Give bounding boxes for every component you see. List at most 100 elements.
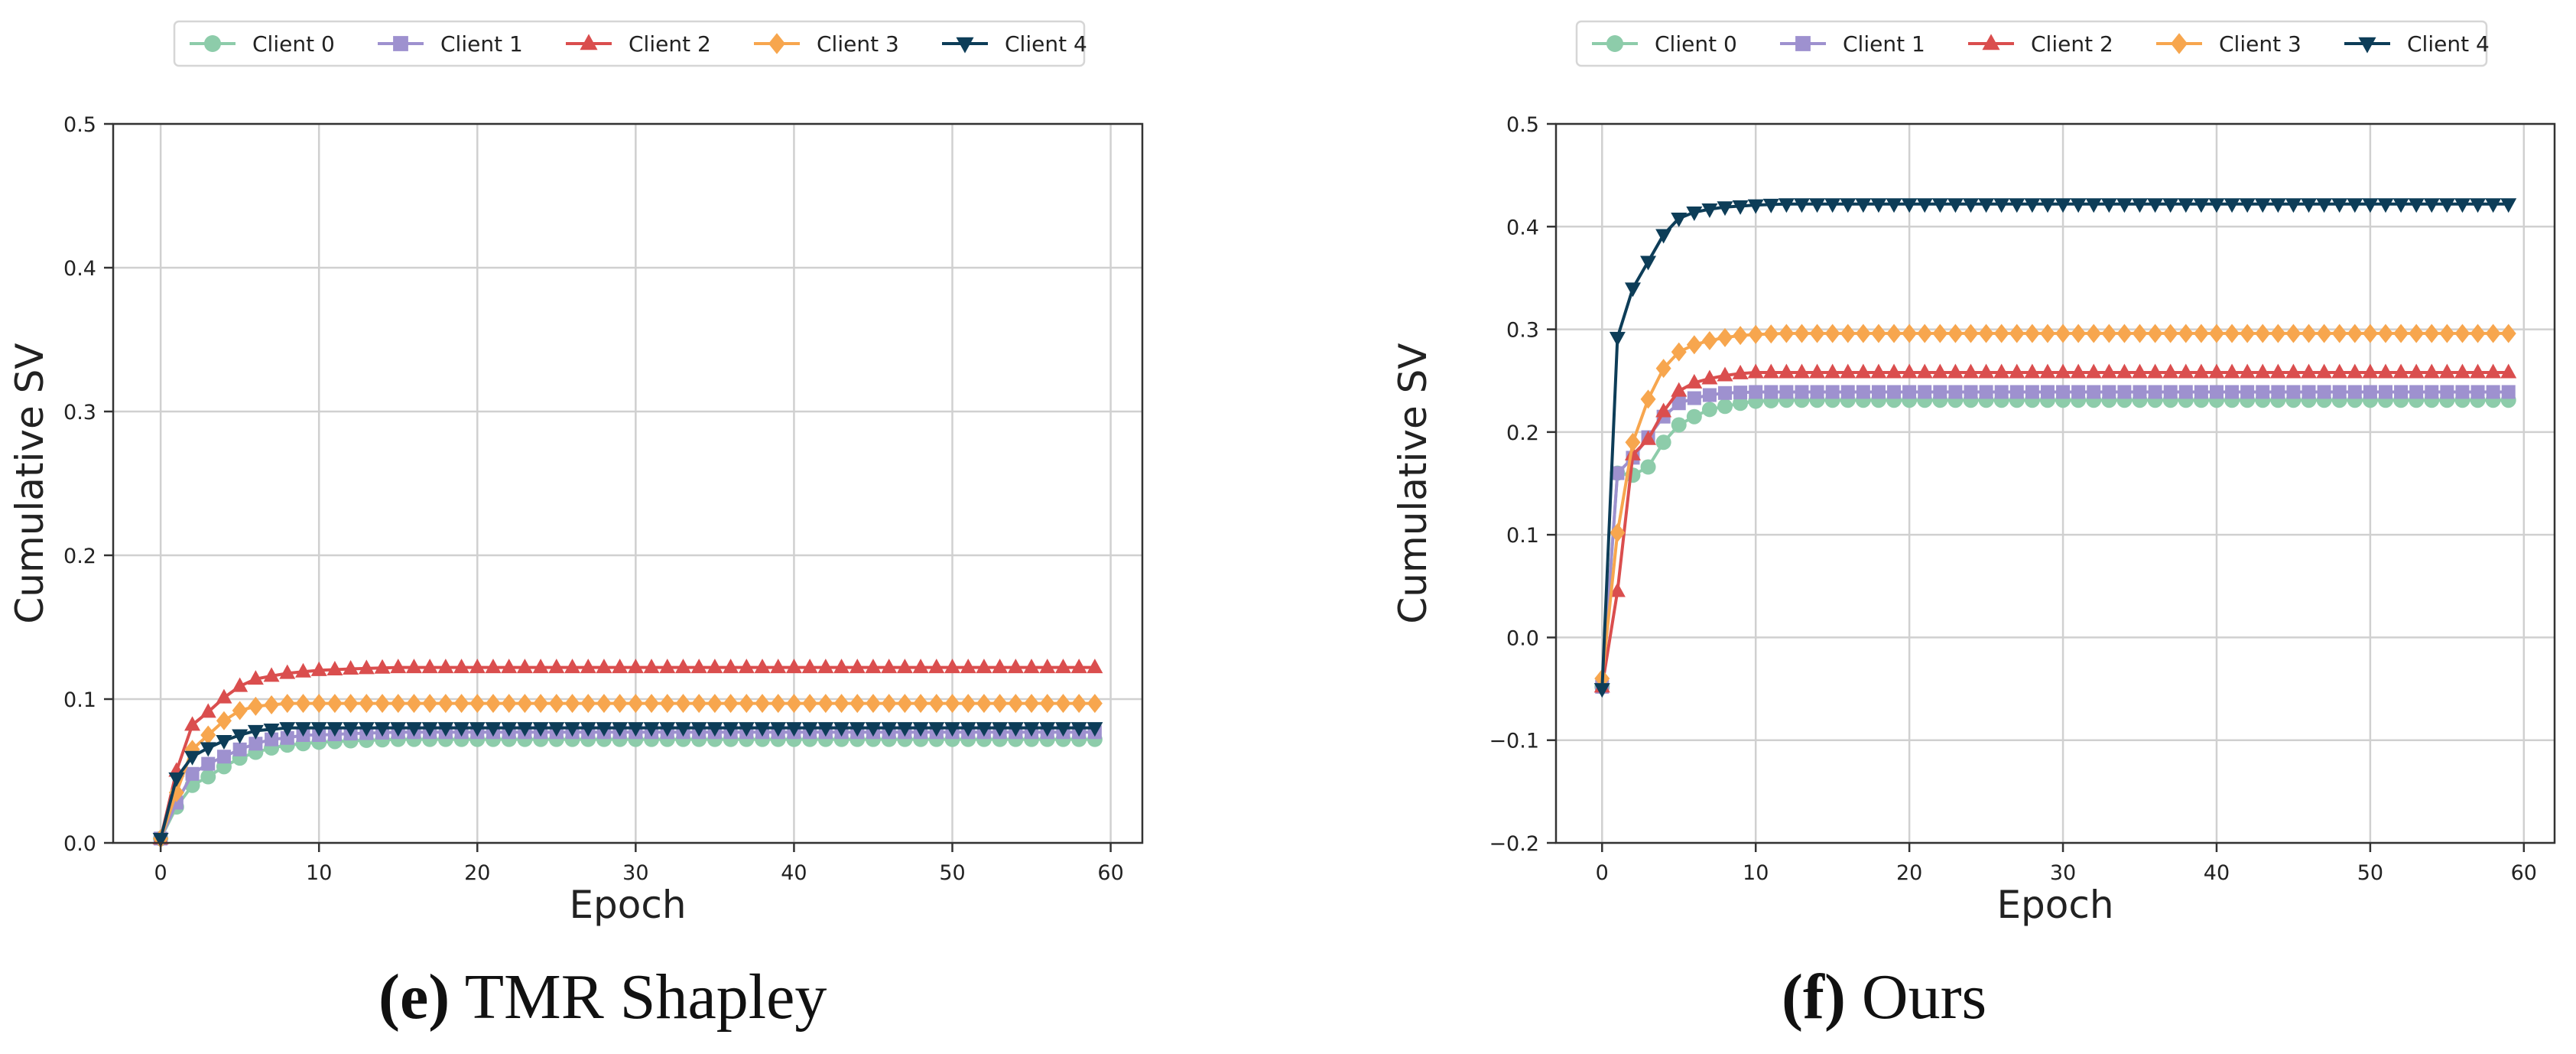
legend-marker <box>580 34 598 50</box>
data-point-c2 <box>723 659 739 674</box>
data-point-c2 <box>690 659 707 674</box>
data-point-c3 <box>1640 389 1656 409</box>
data-point-c2 <box>1886 363 1902 379</box>
data-point-c2 <box>2147 363 2164 379</box>
data-point-c4 <box>2224 198 2240 213</box>
data-point-c3 <box>501 694 517 714</box>
x-tick-label: 60 <box>1097 861 1123 885</box>
grid-lines <box>1556 122 2555 844</box>
data-point-c3 <box>2071 324 2087 343</box>
data-point-c3 <box>913 694 929 714</box>
caption-f-letter: (f) <box>1782 961 1846 1033</box>
data-point-c3 <box>2101 324 2117 343</box>
data-point-c4 <box>2024 198 2041 213</box>
data-point-c2 <box>674 659 691 674</box>
data-point-c4 <box>1593 683 1610 698</box>
data-point-c2 <box>833 659 850 674</box>
data-point-c1 <box>1764 385 1779 399</box>
y-tick-label: −0.1 <box>1489 730 1539 753</box>
legend-marker <box>956 37 974 54</box>
data-point-c3 <box>2193 324 2209 343</box>
data-point-c2 <box>2500 363 2517 379</box>
data-point-c2 <box>2347 363 2363 379</box>
data-point-c4 <box>200 742 216 757</box>
data-point-c2 <box>247 670 264 685</box>
data-point-c4 <box>928 722 945 737</box>
data-point-c1 <box>1902 385 1917 399</box>
data-point-c4 <box>2392 198 2409 213</box>
data-point-c3 <box>453 694 469 714</box>
data-point-c1 <box>1856 385 1870 399</box>
data-point-c2 <box>1855 363 1872 379</box>
data-point-c4 <box>754 722 771 737</box>
data-point-c3 <box>1932 324 1948 343</box>
data-point-c4 <box>1916 198 1933 213</box>
legend-marker <box>768 33 785 54</box>
data-point-c4 <box>453 722 470 737</box>
data-point-c4 <box>992 722 1009 737</box>
data-point-c0 <box>1686 408 1702 425</box>
data-point-c4 <box>1901 198 1918 213</box>
data-point-c2 <box>2239 363 2256 379</box>
data-point-c4 <box>2362 198 2379 213</box>
data-point-c3 <box>833 694 849 714</box>
data-point-c1 <box>1779 385 1794 399</box>
data-point-c2 <box>659 659 676 674</box>
data-point-c4 <box>1809 198 1826 213</box>
data-point-c2 <box>326 660 343 675</box>
data-point-c4 <box>785 722 802 737</box>
legend-item-c4: Client 4 <box>942 31 1087 57</box>
data-point-c4 <box>343 722 359 737</box>
data-point-c4 <box>1993 198 2010 213</box>
legend-marker <box>1795 36 1811 51</box>
data-point-c4 <box>596 722 612 737</box>
x-tick-label: 30 <box>622 861 648 885</box>
data-point-c4 <box>2438 198 2455 213</box>
data-point-c3 <box>422 694 438 714</box>
series-c2 <box>1593 363 2517 693</box>
data-point-c2 <box>421 659 438 674</box>
data-point-c2 <box>343 660 359 675</box>
data-point-c3 <box>2362 324 2378 343</box>
data-point-c4 <box>1624 282 1641 298</box>
x-tick-label: 40 <box>2204 861 2230 885</box>
data-point-c2 <box>1039 659 1056 674</box>
data-point-c4 <box>2423 198 2440 213</box>
data-point-c4 <box>643 722 660 737</box>
data-point-c4 <box>2147 198 2164 213</box>
data-point-c3 <box>675 694 691 714</box>
data-point-c1 <box>1933 385 1947 399</box>
series-c3 <box>153 694 1103 848</box>
data-point-c3 <box>2178 324 2194 343</box>
data-point-c3 <box>2454 324 2470 343</box>
data-point-c4 <box>723 722 739 737</box>
data-point-c4 <box>2470 198 2487 213</box>
data-point-c3 <box>739 694 755 714</box>
x-axis-label: Epoch <box>1996 883 2113 927</box>
data-point-c1 <box>1749 385 1763 399</box>
data-point-c4 <box>2178 198 2194 213</box>
data-point-c3 <box>1087 694 1103 714</box>
data-point-c3 <box>2055 324 2071 343</box>
data-point-c3 <box>1870 324 1886 343</box>
data-point-c1 <box>2025 385 2039 399</box>
data-point-c1 <box>2347 385 2362 399</box>
data-point-c3 <box>548 694 564 714</box>
data-point-c4 <box>1947 198 1964 213</box>
data-point-c1 <box>1840 385 1855 399</box>
legend-marker <box>1982 34 2000 50</box>
data-point-c2 <box>596 659 612 674</box>
chart-panel-f: 0 10 20 30 40 50 60 −0.2 −0.1 0.0 0.1 0.2 0.3 0.4 0.5 E… <box>1391 20 2556 927</box>
data-point-c2 <box>358 659 375 675</box>
data-point-c3 <box>2132 324 2148 343</box>
data-point-c1 <box>185 766 200 781</box>
data-point-c2 <box>2208 363 2225 379</box>
data-point-c4 <box>1671 213 1688 228</box>
data-point-c3 <box>2009 324 2025 343</box>
data-point-c2 <box>485 659 502 674</box>
data-point-c3 <box>485 694 501 714</box>
data-point-c1 <box>216 750 231 764</box>
data-point-c1 <box>2455 385 2470 399</box>
y-axis-label: Cumulative SV <box>8 343 52 623</box>
data-point-c3 <box>2086 324 2102 343</box>
